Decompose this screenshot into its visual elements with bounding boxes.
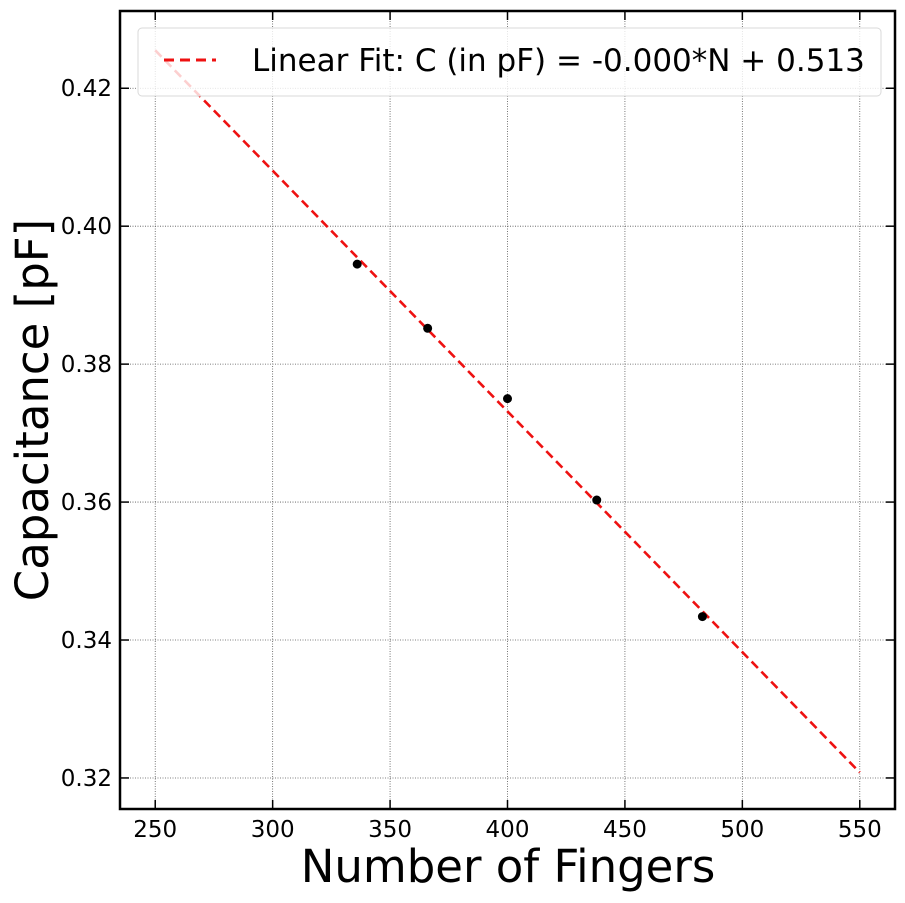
tick-marks bbox=[120, 11, 895, 809]
x-tick-label: 450 bbox=[603, 817, 647, 843]
x-tick-label: 550 bbox=[838, 817, 882, 843]
y-axis-label: Capacitance [pF] bbox=[6, 219, 59, 601]
y-tick-label: 0.40 bbox=[61, 214, 112, 240]
legend-label: Linear Fit: C (in pF) = -0.000*N + 0.513 bbox=[252, 43, 865, 79]
data-point bbox=[592, 495, 602, 505]
y-tick-label: 0.34 bbox=[61, 628, 112, 654]
x-tick-label: 400 bbox=[486, 817, 530, 843]
data-point bbox=[352, 259, 362, 269]
fit-line bbox=[154, 49, 861, 774]
fit-line-layer bbox=[154, 49, 861, 774]
y-tick-label: 0.36 bbox=[61, 490, 112, 516]
x-axis-label: Number of Fingers bbox=[301, 840, 716, 893]
y-tick-label: 0.32 bbox=[61, 766, 112, 792]
y-tick-label: 0.42 bbox=[61, 76, 112, 102]
data-point bbox=[503, 394, 512, 404]
tick-labels: 250 300 350 400 450 500 550 0.32 0.34 0.36 0.38 0.4… bbox=[61, 76, 882, 843]
data-points bbox=[352, 259, 707, 622]
plot-frame bbox=[118, 9, 897, 811]
data-point bbox=[423, 323, 433, 333]
data-point bbox=[697, 612, 707, 622]
x-tick-label: 300 bbox=[251, 817, 295, 843]
x-tick-label: 250 bbox=[133, 817, 177, 843]
x-tick-label: 350 bbox=[368, 817, 412, 843]
y-tick-label: 0.38 bbox=[61, 352, 112, 378]
legend: Linear Fit: C (in pF) = -0.000*N + 0.513 bbox=[137, 27, 882, 97]
x-tick-label: 500 bbox=[720, 817, 764, 843]
legend-box bbox=[137, 27, 882, 97]
